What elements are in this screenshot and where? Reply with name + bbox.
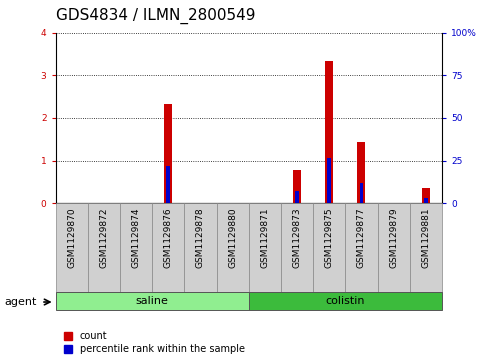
Text: saline: saline [136, 296, 169, 306]
FancyBboxPatch shape [313, 203, 345, 292]
Bar [325, 61, 333, 203]
Legend: count, percentile rank within the sample: count, percentile rank within the sample [60, 327, 249, 358]
Text: GSM1129874: GSM1129874 [131, 208, 141, 268]
FancyBboxPatch shape [249, 292, 442, 310]
FancyBboxPatch shape [281, 203, 313, 292]
Text: GSM1129871: GSM1129871 [260, 208, 270, 268]
Bar [422, 188, 430, 203]
Text: GSM1129878: GSM1129878 [196, 208, 205, 268]
Bar [359, 183, 363, 203]
FancyBboxPatch shape [185, 203, 216, 292]
Text: colistin: colistin [326, 296, 365, 306]
Bar [295, 191, 299, 203]
FancyBboxPatch shape [345, 203, 378, 292]
FancyBboxPatch shape [249, 203, 281, 292]
FancyBboxPatch shape [120, 203, 152, 292]
FancyBboxPatch shape [378, 203, 410, 292]
Bar [357, 142, 366, 203]
FancyBboxPatch shape [56, 203, 88, 292]
Text: GSM1129879: GSM1129879 [389, 208, 398, 268]
FancyBboxPatch shape [88, 203, 120, 292]
Text: GSM1129870: GSM1129870 [67, 208, 76, 268]
Bar [327, 158, 331, 203]
Bar [166, 166, 170, 203]
FancyBboxPatch shape [216, 203, 249, 292]
Text: GSM1129875: GSM1129875 [325, 208, 334, 268]
Bar [424, 198, 428, 203]
Text: GSM1129873: GSM1129873 [293, 208, 301, 268]
FancyBboxPatch shape [410, 203, 442, 292]
FancyBboxPatch shape [56, 292, 249, 310]
Bar [164, 104, 172, 203]
Text: GSM1129876: GSM1129876 [164, 208, 173, 268]
FancyBboxPatch shape [152, 203, 185, 292]
Text: GDS4834 / ILMN_2800549: GDS4834 / ILMN_2800549 [56, 7, 255, 24]
Text: GSM1129880: GSM1129880 [228, 208, 237, 268]
Text: GSM1129872: GSM1129872 [99, 208, 108, 268]
Bar [293, 170, 301, 203]
Text: agent: agent [5, 297, 37, 307]
Text: GSM1129881: GSM1129881 [421, 208, 430, 268]
Text: GSM1129877: GSM1129877 [357, 208, 366, 268]
